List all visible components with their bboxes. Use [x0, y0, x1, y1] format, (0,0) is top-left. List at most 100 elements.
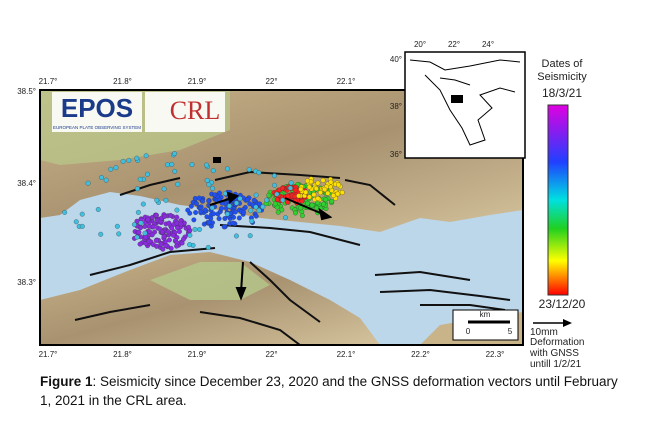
earthquake — [79, 223, 85, 229]
scale-box — [452, 309, 519, 341]
earthquake — [253, 192, 259, 198]
lon-tick-label: 22.1° — [337, 77, 356, 86]
earthquake — [245, 197, 251, 203]
epos-logo: EPOS — [61, 93, 133, 123]
earthquake — [137, 241, 143, 247]
earthquake — [150, 224, 156, 230]
lat-tick-label: 38.3° — [17, 278, 36, 287]
fault — [420, 304, 506, 311]
earthquake — [313, 186, 319, 192]
gnss-vectors — [209, 191, 333, 301]
earthquake — [226, 203, 232, 209]
earthquake — [306, 194, 312, 200]
earthquake — [163, 197, 169, 203]
earthquake — [194, 201, 199, 207]
earthquake — [317, 190, 323, 196]
earthquake — [329, 198, 335, 204]
earthquake — [206, 182, 212, 188]
earthquake — [257, 201, 263, 207]
earthquake — [161, 186, 167, 192]
earthquake — [253, 204, 259, 210]
earthquake — [275, 209, 281, 215]
epos-subtitle: EUROPEAN PLATE OBSERVING SYSTEM — [53, 125, 141, 130]
legend-min: 23/12/20 — [538, 297, 586, 311]
lon-tick-label: 22° — [265, 350, 277, 359]
earthquake — [137, 176, 143, 182]
arrowhead — [226, 191, 239, 204]
earthquake — [174, 243, 180, 249]
earthquake — [272, 182, 277, 188]
inset-lon-label: 20° — [414, 40, 426, 49]
colorbar — [547, 104, 569, 296]
inset-lat-label: 38° — [390, 102, 402, 111]
scale-end: 5 — [508, 327, 513, 336]
earthquake — [204, 162, 209, 168]
earthquake — [135, 209, 141, 215]
earthquake — [339, 190, 345, 195]
lon-tick-label: 21.9° — [188, 77, 207, 86]
inset-lat-label: 36° — [390, 150, 402, 159]
earthquake — [177, 229, 182, 235]
earthquake — [187, 242, 193, 248]
earthquake — [169, 225, 175, 231]
earthquake — [138, 220, 144, 226]
earthquake — [120, 158, 126, 164]
earthquake — [158, 241, 164, 247]
earthquake — [79, 211, 85, 217]
inset — [404, 51, 526, 159]
earthquake — [247, 233, 253, 239]
earthquake — [219, 205, 224, 211]
earthquake — [209, 205, 215, 211]
arrowhead — [235, 287, 247, 301]
earthquake — [311, 192, 317, 198]
earthquake — [325, 190, 331, 196]
earthquake — [241, 209, 247, 215]
earthquake — [320, 177, 326, 183]
fault — [379, 288, 511, 301]
earthquake — [172, 168, 178, 174]
earthquake — [306, 184, 312, 190]
lat-tick-label: 38.4° — [17, 179, 36, 188]
inset-lon-label: 24° — [482, 40, 494, 49]
earthquake — [198, 209, 204, 215]
earthquake — [168, 212, 173, 218]
earthquake — [237, 196, 243, 202]
earthquake — [236, 215, 242, 221]
earthquake — [224, 166, 230, 172]
lon-tick-label: 22.2° — [411, 350, 430, 359]
legend-vector-scale: 10mm — [530, 327, 558, 338]
earthquake — [170, 232, 176, 238]
inset-area — [451, 95, 463, 103]
earthquake — [328, 179, 334, 185]
earthquake — [233, 233, 239, 239]
earthquake — [212, 192, 218, 198]
earthquake — [253, 213, 259, 219]
earthquake — [162, 214, 167, 219]
earthquake — [271, 173, 277, 179]
earthquake — [303, 189, 309, 195]
earthquake — [205, 245, 211, 250]
earthquake — [321, 201, 326, 207]
earthquake — [146, 238, 152, 244]
earthquake — [264, 197, 270, 203]
earthquake — [108, 166, 114, 172]
lon-tick-label: 21.9° — [188, 350, 207, 359]
earthquake — [304, 178, 310, 184]
earthquake — [174, 207, 180, 213]
earthquake — [274, 191, 280, 197]
legend-max: 18/3/21 — [541, 86, 583, 100]
earthquake — [274, 197, 280, 203]
crl-logo: CRL — [170, 96, 221, 125]
lon-tick-label: 21.7° — [39, 77, 58, 86]
earthquake — [335, 191, 341, 197]
earthquake — [299, 198, 305, 204]
fault — [374, 270, 471, 281]
earthquake — [314, 205, 320, 211]
earthquake — [200, 198, 206, 204]
earthquake — [204, 214, 210, 220]
earthquake — [299, 213, 305, 219]
earthquake — [279, 207, 285, 213]
earthquake — [315, 196, 321, 201]
earthquake — [140, 201, 146, 207]
